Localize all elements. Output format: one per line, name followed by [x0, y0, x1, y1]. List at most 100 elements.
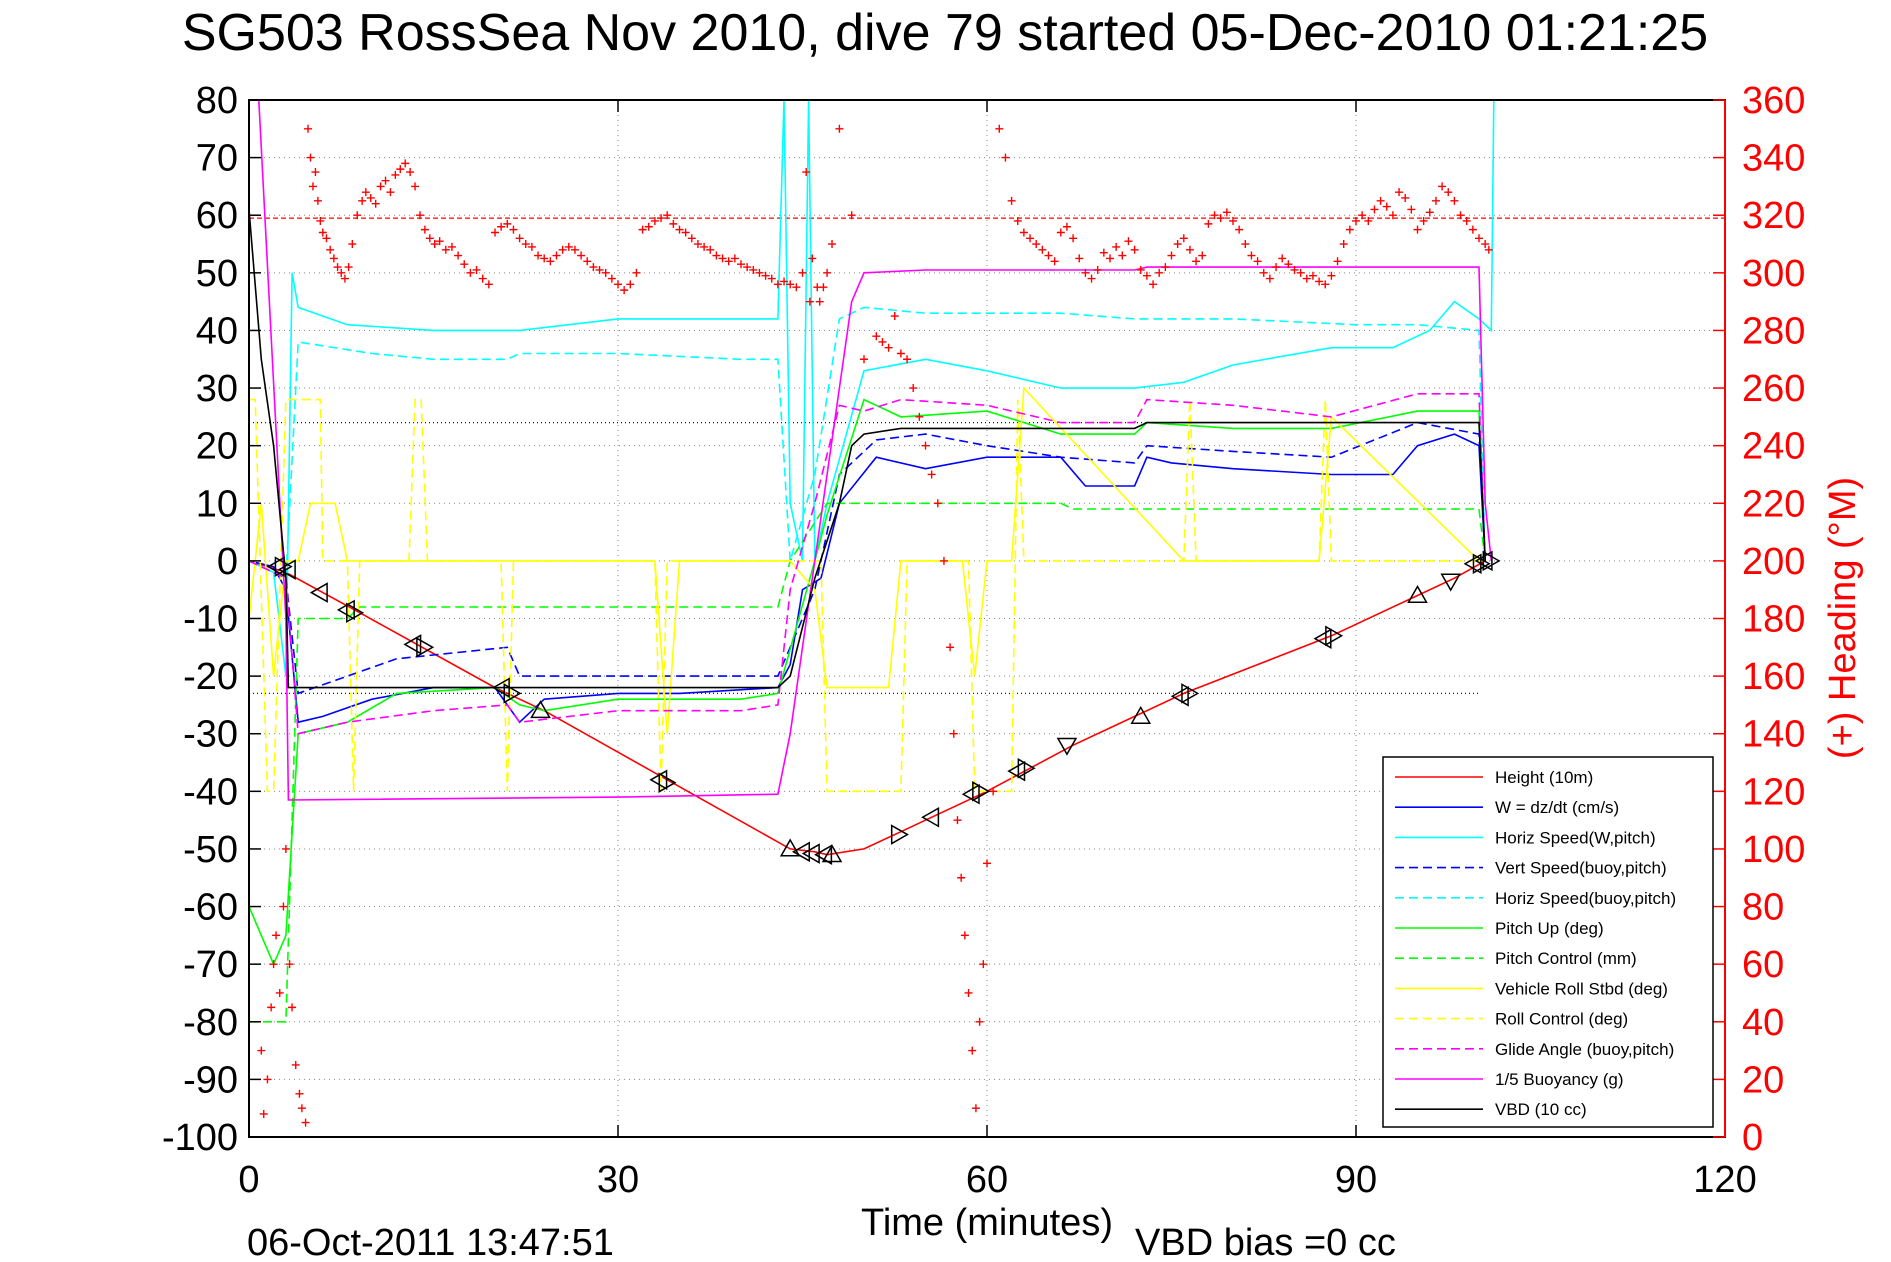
triangle-marker: [1407, 584, 1428, 603]
heading-point: [316, 216, 325, 225]
y2-axis-label: (+) Heading (°M): [1822, 477, 1864, 759]
heading-point: [577, 251, 586, 260]
heading-point: [786, 280, 795, 289]
heading-point: [337, 268, 346, 277]
y-axis-left: 80 70 60 50 40 30 20 10 0 -10 -20 -30 -40 -50 -60 -70 -8…: [162, 80, 261, 1159]
heading-point: [632, 268, 641, 277]
heading-point: [447, 242, 456, 251]
heading-point: [358, 196, 367, 205]
heading-point: [301, 1118, 310, 1127]
triangle-marker: [277, 559, 296, 580]
heading-point: [361, 188, 370, 197]
heading-point: [1118, 251, 1127, 260]
heading-point: [1468, 225, 1477, 234]
heading-point: [1069, 234, 1078, 243]
heading-point: [288, 1003, 297, 1012]
heading-point: [381, 176, 390, 185]
y2-tick-label: 160: [1742, 656, 1805, 698]
heading-point: [644, 222, 653, 231]
heading-point: [1038, 245, 1047, 254]
y2-tick-label: 360: [1742, 80, 1805, 122]
heading-point: [975, 1017, 984, 1026]
y2-tick-label: 220: [1742, 483, 1805, 525]
triangle-marker: [346, 602, 365, 624]
triangle-marker: [309, 582, 328, 603]
heading-point: [607, 274, 616, 283]
heading-point: [968, 1046, 977, 1055]
series-line-9: [248, 392, 1486, 735]
heading-point: [1253, 257, 1262, 266]
heading-point: [1149, 280, 1158, 289]
heading-point: [435, 237, 444, 246]
triangle-marker: [1007, 760, 1026, 782]
legend-label: Vert Speed(buoy,pitch): [1495, 859, 1667, 878]
heading-point: [313, 196, 322, 205]
heading-point: [903, 355, 912, 364]
y-tick-label: -40: [183, 771, 238, 813]
y-tick-label: -30: [183, 714, 238, 756]
series-line-6: [249, 502, 1486, 1023]
heading-point: [835, 124, 844, 133]
legend: Height (10m) W = dz/dt (cm/s) Horiz Speed(…: [1382, 756, 1714, 1128]
y-tick-label: -80: [183, 1002, 238, 1044]
y-tick-label: -50: [183, 829, 238, 871]
heading-point: [1450, 196, 1459, 205]
legend-label: Horiz Speed(buoy,pitch): [1495, 889, 1676, 908]
heading-point: [491, 228, 499, 237]
heading-point: [1210, 211, 1219, 220]
y2-tick-label: 40: [1742, 1002, 1784, 1044]
heading-point: [657, 214, 666, 223]
heading-point: [681, 228, 690, 237]
heading-point: [318, 228, 327, 237]
heading-point: [878, 337, 887, 346]
heading-point: [257, 1046, 266, 1055]
series-lines: [248, 99, 1495, 1023]
heading-point: [306, 153, 315, 162]
heading-point: [1333, 257, 1342, 266]
heading-point: [983, 859, 991, 868]
x-tick-label: 0: [238, 1159, 259, 1201]
heading-point: [1185, 245, 1194, 254]
heading-point: [1296, 268, 1305, 277]
heading-point: [329, 254, 338, 263]
heading-point: [1167, 251, 1176, 260]
triangle-markers: [266, 550, 1501, 865]
heading-point: [376, 182, 385, 191]
triangle-marker: [1482, 550, 1501, 572]
y-tick-label: -70: [183, 944, 238, 986]
heading-point: [348, 240, 357, 249]
heading-point: [1364, 216, 1373, 225]
heading-point: [1290, 265, 1299, 274]
heading-point: [1395, 188, 1404, 197]
heading-point: [1265, 274, 1274, 283]
heading-point: [1278, 254, 1287, 263]
heading-point: [979, 960, 988, 969]
legend-label: Pitch Up (deg): [1495, 919, 1604, 938]
heading-point: [454, 251, 463, 260]
heading-point: [1124, 237, 1133, 246]
heading-point: [1327, 271, 1336, 280]
heading-point: [275, 988, 284, 997]
y-tick-label: -60: [183, 887, 238, 929]
y2-tick-label: 240: [1742, 426, 1805, 468]
heading-point: [1161, 263, 1170, 272]
heading-point: [366, 193, 375, 202]
heading-point: [949, 729, 958, 738]
heading-point: [890, 312, 899, 321]
heading-point: [693, 240, 702, 249]
legend-label: Glide Angle (buoy,pitch): [1495, 1040, 1674, 1059]
heading-point: [1222, 208, 1231, 217]
y2-tick-label: 140: [1742, 714, 1805, 756]
heading-point: [484, 280, 493, 289]
heading-point: [638, 225, 647, 234]
heading-point: [915, 412, 924, 421]
heading-point: [957, 873, 966, 882]
heading-point: [767, 274, 776, 283]
legend-label: W = dz/dt (cm/s): [1495, 798, 1619, 817]
heading-point: [712, 251, 721, 260]
heading-point: [1315, 277, 1324, 286]
heading-point: [425, 234, 434, 243]
heading-point: [884, 343, 893, 352]
x-tick-label: 30: [597, 1159, 639, 1201]
heading-point: [326, 245, 335, 254]
